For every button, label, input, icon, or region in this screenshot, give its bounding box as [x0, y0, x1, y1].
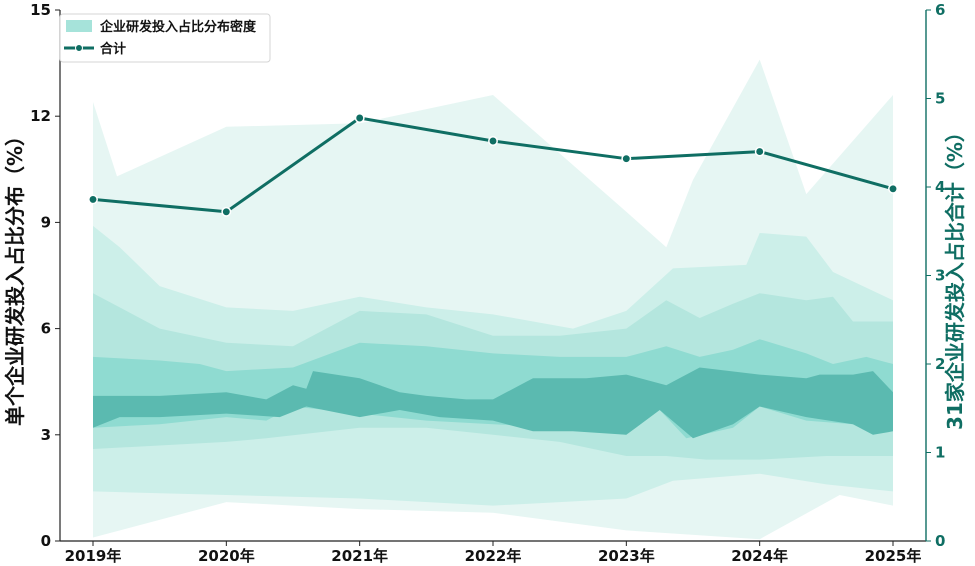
x-tick-label: 2025年 — [865, 547, 922, 565]
x-tick-label: 2024年 — [731, 547, 788, 565]
total-point-2025年 — [888, 183, 898, 194]
y-left-tick-label: 0 — [41, 532, 51, 550]
legend-density-swatch — [66, 20, 92, 32]
x-tick-label: 2021年 — [331, 547, 388, 565]
legend-total-swatch-marker — [75, 44, 83, 52]
y-left-tick-label: 15 — [30, 1, 51, 19]
legend-density-label: 企业研发投入占比分布密度 — [99, 19, 257, 35]
y-axis-left-label: 单个企业研发投入占比分布（%） — [3, 126, 27, 426]
x-tick-label: 2020年 — [198, 547, 255, 565]
legend-box — [59, 13, 271, 63]
y-right-tick-label: 6 — [935, 1, 945, 19]
y-right-tick-label: 5 — [935, 90, 945, 108]
y-left-tick-label: 6 — [41, 320, 51, 338]
total-point-2019年 — [88, 194, 98, 205]
x-tick-label: 2023年 — [598, 547, 655, 565]
y-axis-right-label: 31家企业研发投入占比合计（%） — [943, 122, 967, 430]
total-point-2024年 — [754, 146, 765, 157]
y-right-tick-label: 3 — [935, 267, 945, 285]
density-band-5 — [93, 367, 893, 439]
legend-total-label: 合计 — [100, 41, 126, 57]
total-point-2020年 — [221, 206, 232, 217]
total-point-2023年 — [621, 153, 632, 164]
y-right-tick-label: 1 — [935, 444, 945, 462]
total-series — [88, 113, 898, 217]
total-point-2022年 — [488, 136, 498, 146]
y-left-tick-label: 3 — [41, 426, 51, 444]
y-right-tick-label: 2 — [935, 355, 945, 373]
density-bands — [93, 59, 893, 540]
y-left-tick-label: 9 — [41, 213, 51, 231]
y-left-tick-label: 12 — [30, 107, 51, 125]
legend: 企业研发投入占比分布密度 合计 — [59, 13, 271, 63]
axes — [55, 9, 931, 546]
y-right-tick-label: 0 — [935, 532, 945, 550]
x-tick-label: 2022年 — [465, 547, 522, 565]
total-point-2021年 — [354, 113, 365, 123]
y-right-tick-label: 4 — [935, 178, 945, 196]
x-tick-label: 2019年 — [65, 547, 122, 565]
